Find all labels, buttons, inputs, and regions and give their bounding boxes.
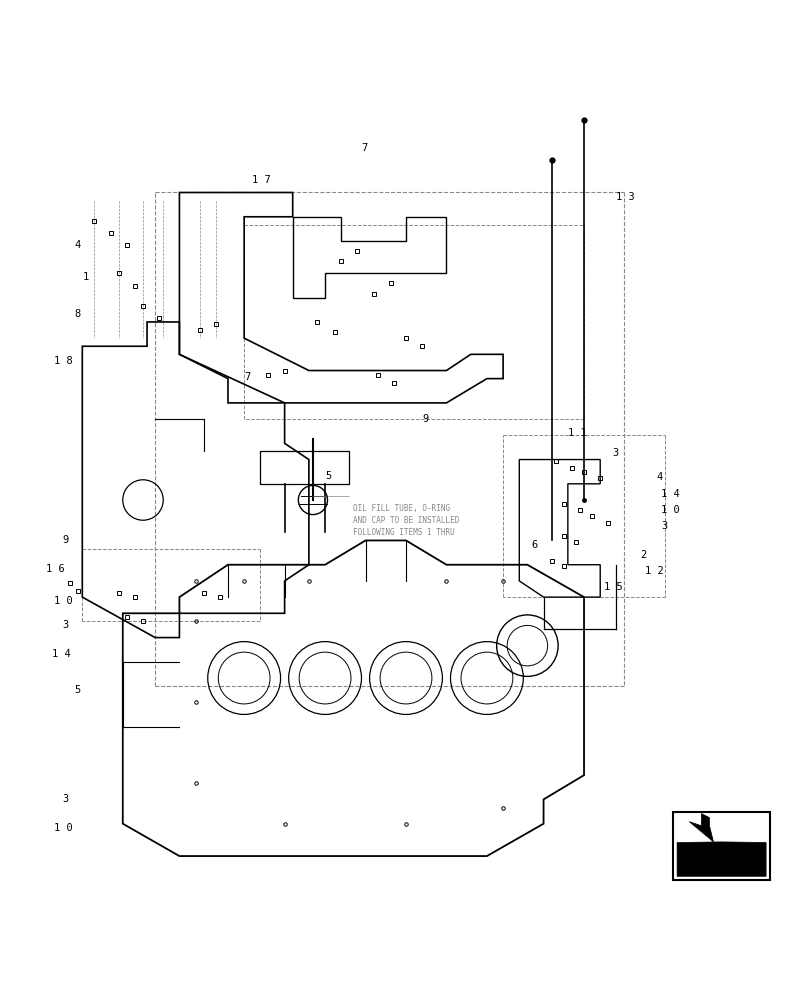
- Text: 1 3: 1 3: [616, 192, 634, 202]
- Text: 1 4: 1 4: [51, 649, 71, 659]
- Text: 3: 3: [62, 620, 68, 630]
- Text: 9: 9: [62, 535, 68, 545]
- Text: 3: 3: [660, 521, 667, 531]
- Text: 1 0: 1 0: [54, 596, 73, 606]
- Text: 7: 7: [244, 372, 250, 382]
- Text: 1 4: 1 4: [660, 489, 679, 499]
- Text: 7: 7: [361, 143, 367, 153]
- Text: 1 0: 1 0: [54, 823, 73, 833]
- Text: 1 5: 1 5: [603, 582, 622, 592]
- Text: 5: 5: [74, 685, 80, 695]
- Text: 3: 3: [62, 794, 68, 804]
- Text: 1 0: 1 0: [660, 505, 679, 515]
- Text: 1: 1: [82, 272, 88, 282]
- Text: 2: 2: [640, 550, 646, 560]
- Text: 8: 8: [74, 309, 80, 319]
- Text: 5: 5: [324, 471, 331, 481]
- Text: 1 8: 1 8: [54, 356, 73, 366]
- Text: 1 2: 1 2: [644, 566, 663, 576]
- Text: 3: 3: [611, 448, 618, 458]
- Text: 1 6: 1 6: [46, 564, 65, 574]
- Text: 6: 6: [530, 540, 537, 550]
- Text: 1 1: 1 1: [567, 428, 586, 438]
- Bar: [672, 812, 769, 880]
- Text: 1 7: 1 7: [252, 175, 271, 185]
- Polygon shape: [689, 814, 713, 842]
- Text: 4: 4: [74, 240, 80, 250]
- Text: 9: 9: [422, 414, 428, 424]
- Text: OIL FILL TUBE, O-RING
AND CAP TO BE INSTALLED
FOLLOWING ITEMS 1 THRU: OIL FILL TUBE, O-RING AND CAP TO BE INST…: [353, 504, 459, 537]
- Text: 4: 4: [656, 472, 663, 482]
- Polygon shape: [676, 842, 765, 876]
